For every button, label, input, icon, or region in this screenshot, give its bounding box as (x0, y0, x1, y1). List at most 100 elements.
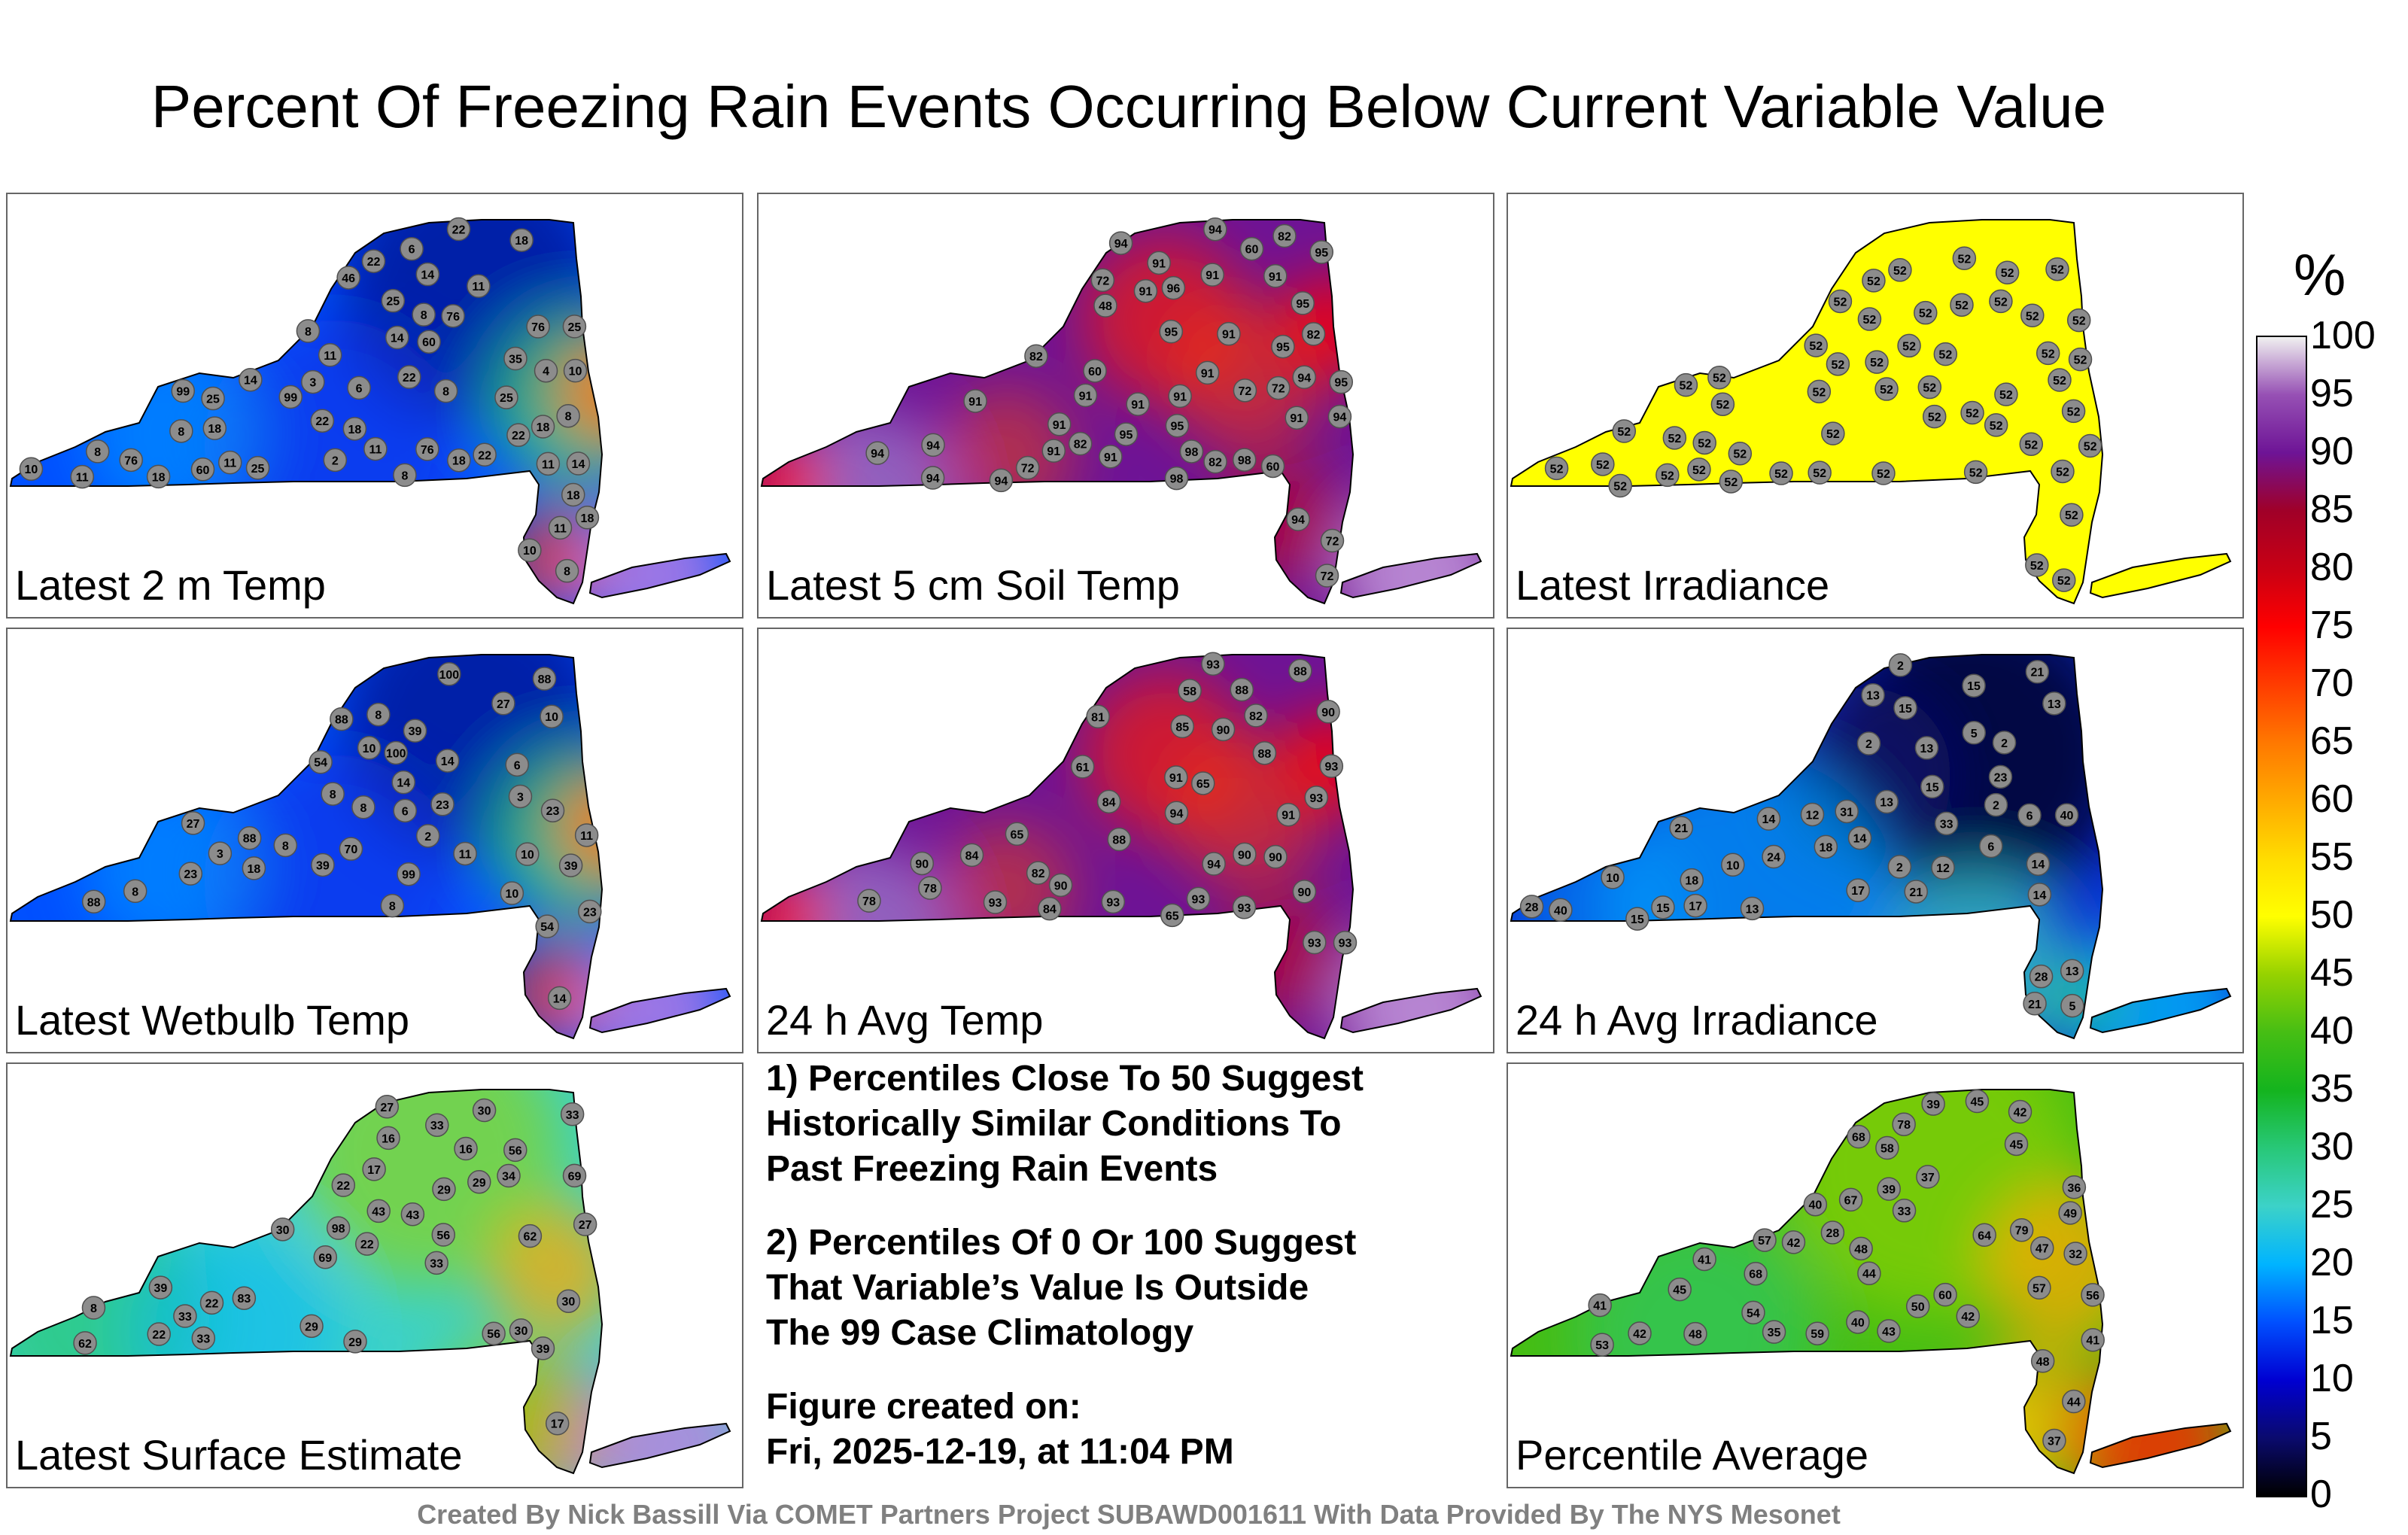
station-marker (518, 1223, 543, 1248)
station-marker (1070, 755, 1095, 779)
station-value: 42 (2014, 1107, 2027, 1120)
station-value: 60 (1245, 244, 1259, 257)
station-value: 52 (1969, 467, 1983, 479)
station-marker (347, 375, 371, 400)
station-value: 3 (517, 791, 524, 804)
station-value: 10 (521, 849, 534, 862)
station-value: 24 (1767, 852, 1780, 865)
station-value: 35 (509, 354, 522, 366)
station-value: 52 (1990, 420, 2003, 433)
station-marker (545, 1411, 570, 1436)
station-marker (573, 1212, 597, 1236)
station-marker (1862, 269, 1886, 293)
station-marker (147, 1322, 171, 1346)
colorbar-tick-label: 50 (2310, 893, 2354, 937)
station-value: 27 (497, 698, 510, 711)
station-value: 64 (1978, 1230, 1991, 1242)
station-value: 52 (1733, 448, 1747, 461)
station-value: 93 (1308, 937, 1321, 950)
station-value: 6 (2026, 810, 2033, 822)
station-marker (1904, 880, 1928, 904)
station-value: 14 (421, 269, 434, 282)
station-marker (1668, 1277, 1692, 1302)
note-1: 1) Percentiles Close To 50 Suggest Histo… (766, 1056, 1488, 1192)
station-marker (472, 1098, 497, 1123)
station-marker (1303, 930, 1327, 955)
station-value: 69 (318, 1252, 332, 1265)
station-marker (540, 704, 564, 728)
station-value: 2 (1865, 738, 1872, 751)
station-marker (242, 856, 266, 880)
colorbar-tick-label: 15 (2310, 1299, 2354, 1342)
station-value: 81 (1091, 711, 1105, 724)
notes-block: 1) Percentiles Close To 50 Suggest Histo… (766, 1056, 1488, 1503)
station-marker (1260, 454, 1285, 479)
station-value: 95 (1171, 421, 1184, 433)
station-value: 52 (1613, 480, 1627, 493)
station-marker (1950, 293, 1974, 317)
station-marker (1285, 406, 1309, 430)
station-value: 82 (1249, 710, 1263, 723)
station-value: 88 (1112, 834, 1126, 847)
station-value: 30 (276, 1224, 290, 1237)
station-value: 54 (1747, 1307, 1760, 1320)
station-marker (2030, 1349, 2055, 1373)
station-marker (2042, 1428, 2066, 1453)
station-value: 11 (223, 457, 236, 470)
station-value: 53 (1595, 1339, 1609, 1352)
station-value: 22 (403, 372, 416, 385)
station-value: 52 (2026, 310, 2039, 323)
station-value: 90 (1054, 880, 1068, 892)
station-marker (497, 1163, 521, 1188)
station-marker (1086, 704, 1110, 729)
station-marker (1741, 1300, 1765, 1325)
station-marker (1916, 1165, 1940, 1189)
state-outline (1510, 654, 2104, 1040)
station-value: 52 (2056, 466, 2069, 479)
station-marker (1861, 682, 1885, 707)
station-marker (301, 369, 325, 394)
station-value: 65 (1166, 910, 1179, 923)
station-marker (2045, 257, 2069, 281)
station-marker (918, 876, 942, 900)
station-marker (2042, 692, 2066, 716)
station-marker (2029, 964, 2054, 989)
state-outline (588, 987, 731, 1034)
station-marker (1651, 895, 1675, 919)
station-value: 33 (430, 1120, 444, 1132)
station-marker (1888, 258, 1912, 282)
station-value: 84 (1043, 904, 1057, 916)
station-marker (1304, 786, 1329, 810)
station-value: 91 (1206, 269, 1219, 282)
station-marker (270, 1217, 295, 1242)
station-value: 25 (500, 392, 513, 405)
station-value: 15 (1656, 902, 1670, 915)
field-blob (293, 1090, 564, 1287)
station-marker (309, 749, 333, 774)
station-marker (1591, 452, 1615, 476)
panel-percentile-average: 42 41 43 58 48 39 37 64 40 41 45 37 33 41 68 49 44 42 45 54… (1507, 1062, 2244, 1488)
station-value: 8 (282, 840, 289, 853)
station-marker (467, 1170, 491, 1194)
station-value: 94 (1297, 372, 1311, 385)
station-marker (547, 986, 572, 1011)
station-value: 52 (1680, 380, 1693, 393)
station-marker (1101, 889, 1126, 914)
station-marker (1989, 289, 2013, 314)
station-marker (1838, 1187, 1863, 1212)
station-value: 56 (509, 1144, 522, 1157)
station-value: 33 (196, 1333, 210, 1345)
station-marker (351, 795, 375, 819)
station-marker (1892, 1199, 1917, 1223)
station-value: 98 (1170, 473, 1184, 486)
station-marker (1814, 834, 1838, 859)
station-value: 17 (1689, 901, 1702, 913)
station-value: 44 (1862, 1268, 1876, 1281)
panel-label: Latest Wetbulb Temp (15, 996, 410, 1044)
colorbar-ticks: 0 5 10 15 20 25 30 35 40 45 50 55 60 65 70 75 80 85 90 95 10… (2304, 314, 2387, 1516)
station-value: 52 (2042, 348, 2055, 360)
station-marker (391, 770, 415, 795)
map-group: 25 14 11 18 22 22 11 25 18 22 25 18 11 18 11 14 18 22 3 4 8 8… (9, 217, 731, 605)
station-marker (1178, 679, 1202, 703)
